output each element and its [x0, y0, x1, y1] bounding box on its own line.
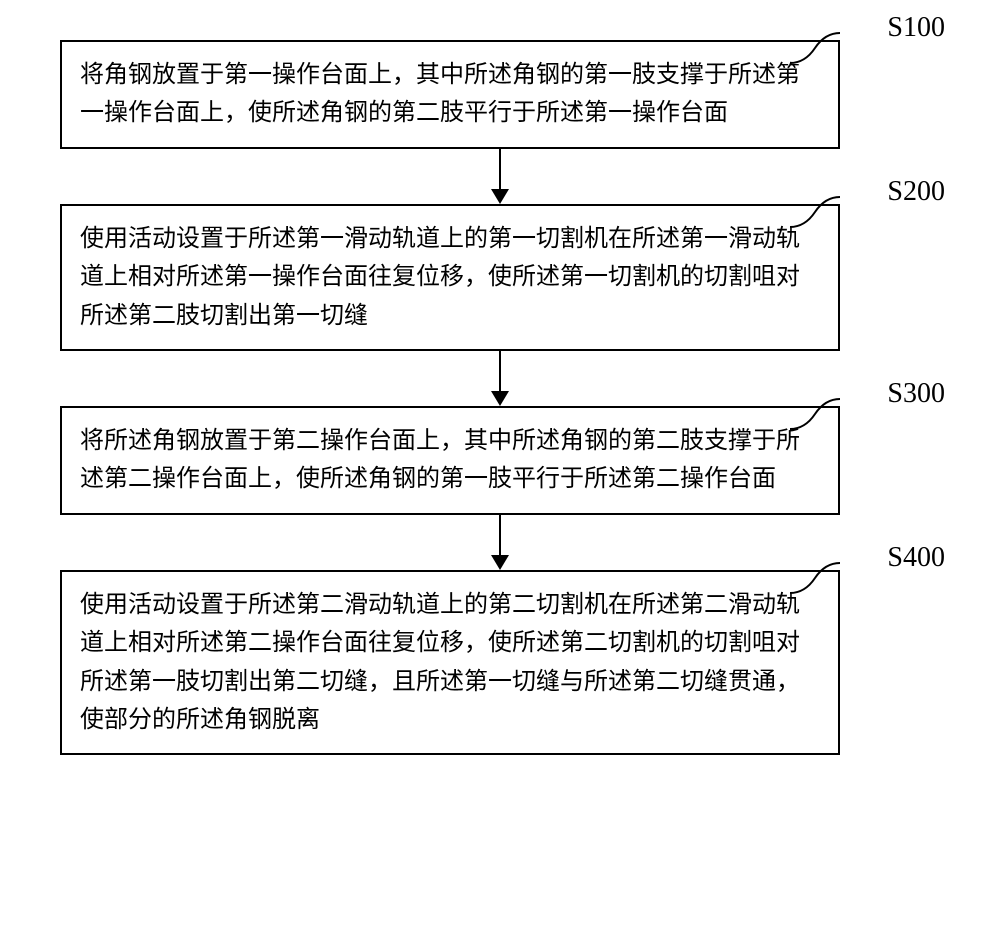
arrow-3 [110, 515, 890, 570]
step-text: 将所述角钢放置于第二操作台面上，其中所述角钢的第二肢支撑于所述第二操作台面上，使… [80, 428, 800, 492]
step-container-4: 使用活动设置于所述第二滑动轨道上的第二切割机在所述第二滑动轨道上相对所述第二操作… [60, 570, 940, 756]
step-text: 使用活动设置于所述第一滑动轨道上的第一切割机在所述第一滑动轨道上相对所述第一操作… [80, 226, 800, 329]
step-box-1: 将角钢放置于第一操作台面上，其中所述角钢的第一肢支撑于所述第一操作台面上，使所述… [60, 40, 840, 149]
arrow-line [499, 351, 501, 391]
step-container-1: 将角钢放置于第一操作台面上，其中所述角钢的第一肢支撑于所述第一操作台面上，使所述… [60, 40, 940, 149]
curve-connector-icon [790, 192, 840, 232]
step-label: S200 [887, 176, 945, 208]
arrow-1 [110, 149, 890, 204]
arrow-head-icon [491, 555, 509, 570]
curve-connector-icon [790, 558, 840, 598]
step-text: 将角钢放置于第一操作台面上，其中所述角钢的第一肢支撑于所述第一操作台面上，使所述… [80, 62, 800, 126]
arrow-head-icon [491, 189, 509, 204]
arrow-line [499, 149, 501, 189]
step-container-2: 使用活动设置于所述第一滑动轨道上的第一切割机在所述第一滑动轨道上相对所述第一操作… [60, 204, 940, 351]
arrow-head-icon [491, 391, 509, 406]
step-box-2: 使用活动设置于所述第一滑动轨道上的第一切割机在所述第一滑动轨道上相对所述第一操作… [60, 204, 840, 351]
step-label: S100 [887, 12, 945, 44]
step-box-4: 使用活动设置于所述第二滑动轨道上的第二切割机在所述第二滑动轨道上相对所述第二操作… [60, 570, 840, 756]
step-text: 使用活动设置于所述第二滑动轨道上的第二切割机在所述第二滑动轨道上相对所述第二操作… [80, 592, 800, 733]
arrow-line [499, 515, 501, 555]
curve-connector-icon [790, 28, 840, 68]
flowchart-diagram: 将角钢放置于第一操作台面上，其中所述角钢的第一肢支撑于所述第一操作台面上，使所述… [60, 40, 940, 755]
step-box-3: 将所述角钢放置于第二操作台面上，其中所述角钢的第二肢支撑于所述第二操作台面上，使… [60, 406, 840, 515]
arrow-2 [110, 351, 890, 406]
step-container-3: 将所述角钢放置于第二操作台面上，其中所述角钢的第二肢支撑于所述第二操作台面上，使… [60, 406, 940, 515]
step-label: S300 [887, 378, 945, 410]
step-label: S400 [887, 542, 945, 574]
curve-connector-icon [790, 394, 840, 434]
